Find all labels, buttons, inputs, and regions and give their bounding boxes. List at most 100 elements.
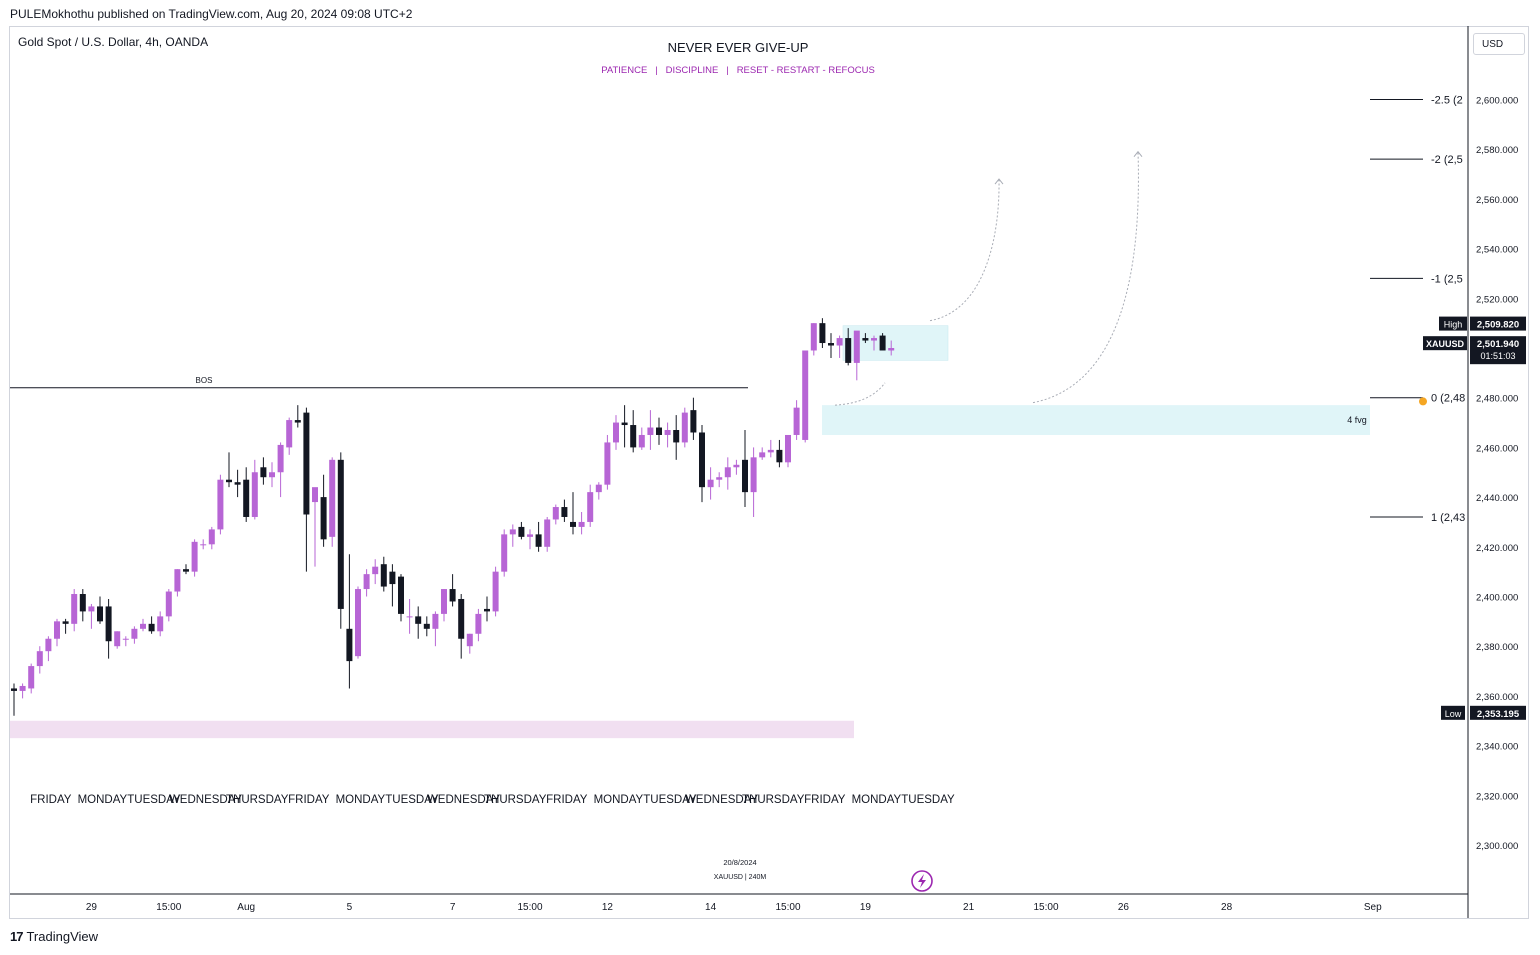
candle[interactable] bbox=[587, 484, 594, 527]
candle[interactable] bbox=[716, 472, 723, 488]
time-axis[interactable]: 29 15:00 Aug 5 7 15:00 12 14 15:00 19 21 15:00 26 28 S… bbox=[86, 902, 1382, 913]
candle[interactable] bbox=[509, 524, 516, 547]
candle[interactable] bbox=[337, 452, 344, 629]
candle[interactable] bbox=[656, 417, 662, 445]
candle[interactable] bbox=[518, 521, 525, 540]
candle[interactable] bbox=[131, 626, 138, 644]
candle[interactable] bbox=[785, 434, 791, 468]
candle[interactable] bbox=[552, 504, 559, 525]
candle[interactable] bbox=[845, 328, 852, 366]
candle[interactable] bbox=[406, 598, 413, 634]
candle[interactable] bbox=[217, 474, 224, 535]
candle[interactable] bbox=[828, 333, 834, 358]
candle[interactable] bbox=[888, 340, 895, 356]
candle[interactable] bbox=[879, 333, 886, 351]
candle[interactable] bbox=[234, 469, 241, 498]
candle[interactable] bbox=[647, 410, 654, 450]
candle[interactable] bbox=[303, 407, 310, 572]
candle[interactable] bbox=[595, 482, 602, 500]
candle[interactable] bbox=[759, 447, 766, 460]
candle[interactable] bbox=[174, 569, 181, 597]
candle[interactable] bbox=[19, 683, 26, 699]
candles-layer[interactable] bbox=[11, 318, 895, 716]
candle[interactable] bbox=[458, 594, 465, 659]
candle[interactable] bbox=[853, 330, 860, 381]
candle[interactable] bbox=[415, 606, 422, 639]
candle[interactable] bbox=[277, 442, 284, 498]
candle[interactable] bbox=[501, 529, 508, 577]
candle[interactable] bbox=[157, 611, 164, 637]
candle[interactable] bbox=[862, 333, 869, 344]
candle[interactable] bbox=[294, 405, 301, 428]
candle[interactable] bbox=[432, 611, 439, 647]
candle[interactable] bbox=[251, 459, 258, 520]
candle[interactable] bbox=[363, 569, 370, 597]
price-axis[interactable]: 2,600.000 2,580.000 2,560.000 2,540.000 2,52… bbox=[1423, 96, 1526, 853]
candle[interactable] bbox=[724, 457, 731, 490]
candle[interactable] bbox=[183, 564, 189, 575]
candle[interactable] bbox=[613, 415, 619, 450]
alert-marker-icon[interactable] bbox=[1419, 397, 1427, 406]
candle[interactable] bbox=[776, 439, 783, 468]
candle[interactable] bbox=[423, 616, 430, 637]
candle[interactable] bbox=[793, 400, 800, 440]
candle[interactable] bbox=[871, 335, 877, 351]
candle[interactable] bbox=[286, 417, 293, 455]
currency-selector[interactable]: USD bbox=[1473, 33, 1525, 55]
candle[interactable] bbox=[561, 499, 568, 522]
candle[interactable] bbox=[36, 646, 43, 674]
candle[interactable] bbox=[208, 526, 215, 550]
candle[interactable] bbox=[226, 452, 232, 488]
candle[interactable] bbox=[380, 556, 387, 592]
candle[interactable] bbox=[527, 529, 533, 550]
candle[interactable] bbox=[492, 566, 499, 617]
candle[interactable] bbox=[11, 683, 17, 716]
candle[interactable] bbox=[836, 335, 843, 358]
candle[interactable] bbox=[45, 636, 52, 662]
candle[interactable] bbox=[312, 487, 318, 567]
candle[interactable] bbox=[707, 467, 714, 500]
candle[interactable] bbox=[449, 574, 456, 607]
candle[interactable] bbox=[122, 636, 129, 647]
candle[interactable] bbox=[466, 633, 473, 654]
candle[interactable] bbox=[269, 462, 275, 488]
candle[interactable] bbox=[802, 350, 809, 443]
candle[interactable] bbox=[604, 434, 611, 490]
candle[interactable] bbox=[260, 457, 267, 485]
candle[interactable] bbox=[750, 447, 757, 517]
candle[interactable] bbox=[441, 589, 447, 622]
candle[interactable] bbox=[54, 618, 60, 647]
candle[interactable] bbox=[767, 439, 774, 458]
candle[interactable] bbox=[243, 467, 250, 522]
candle[interactable] bbox=[398, 574, 404, 622]
candle[interactable] bbox=[355, 586, 361, 659]
candle[interactable] bbox=[71, 589, 78, 632]
candle[interactable] bbox=[200, 539, 207, 550]
candle[interactable] bbox=[638, 427, 645, 450]
candle[interactable] bbox=[97, 596, 103, 624]
candle[interactable] bbox=[664, 422, 671, 448]
tradingview-logo[interactable]: 17 TradingView bbox=[10, 929, 98, 944]
candle[interactable] bbox=[690, 397, 697, 440]
candle[interactable] bbox=[819, 318, 826, 348]
candle[interactable] bbox=[62, 618, 69, 634]
candle[interactable] bbox=[630, 410, 637, 453]
candle[interactable] bbox=[484, 596, 490, 622]
candle[interactable] bbox=[191, 539, 198, 577]
candle[interactable] bbox=[320, 474, 327, 547]
lightning-icon[interactable] bbox=[911, 870, 933, 892]
candle[interactable] bbox=[733, 459, 740, 475]
candle[interactable] bbox=[570, 492, 576, 535]
candle[interactable] bbox=[810, 323, 817, 356]
candle[interactable] bbox=[389, 564, 396, 607]
candle[interactable] bbox=[535, 521, 542, 552]
candle[interactable] bbox=[699, 425, 705, 503]
candle[interactable] bbox=[621, 405, 628, 448]
candle[interactable] bbox=[372, 559, 379, 585]
candle[interactable] bbox=[105, 598, 112, 659]
candle[interactable] bbox=[742, 430, 748, 508]
candle[interactable] bbox=[673, 415, 680, 460]
candle[interactable] bbox=[148, 616, 155, 634]
candle[interactable] bbox=[329, 457, 336, 547]
